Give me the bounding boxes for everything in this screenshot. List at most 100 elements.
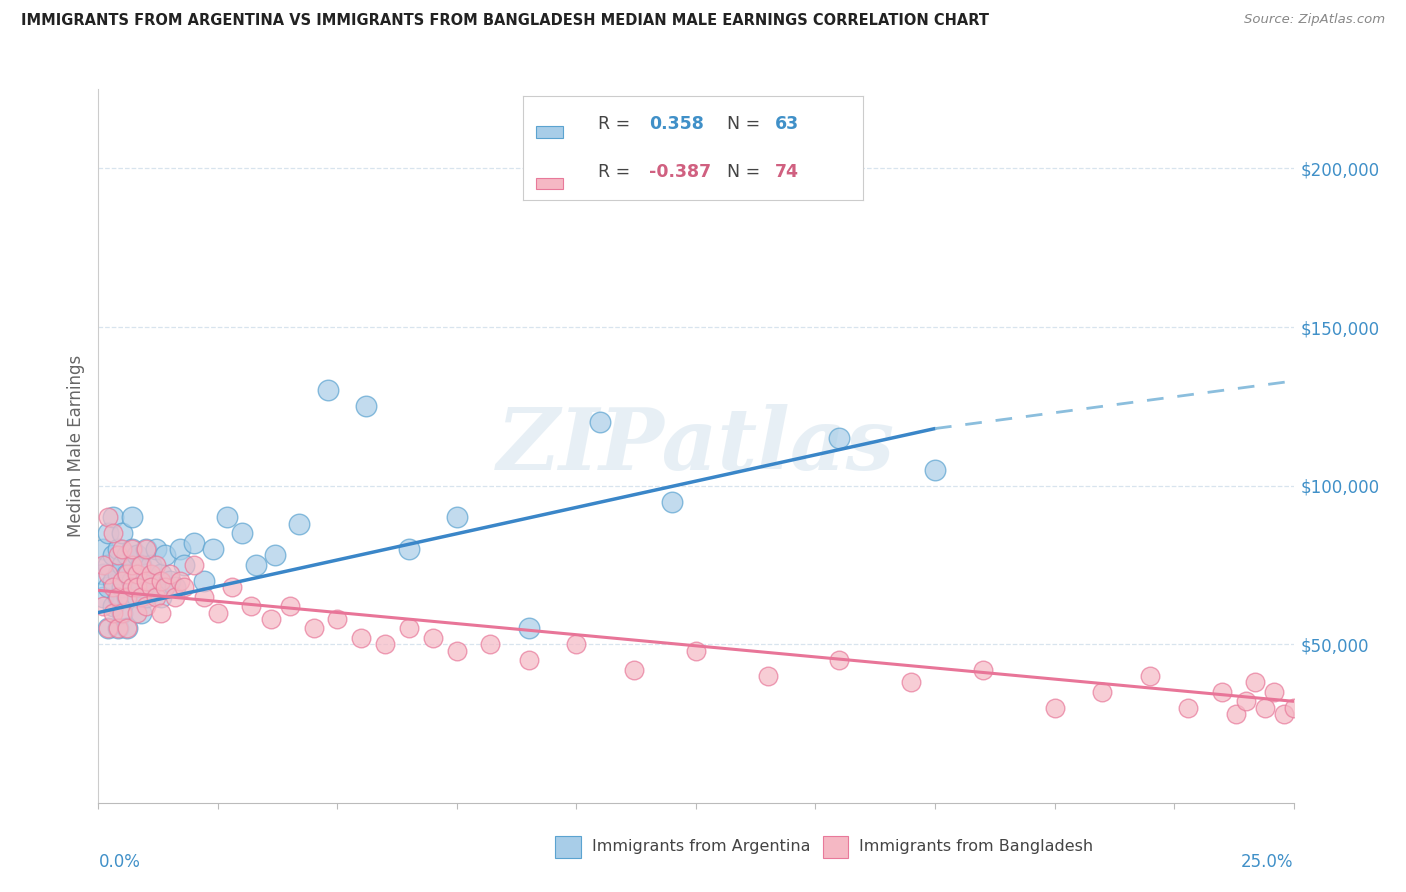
Point	[1234, 694, 1257, 708]
Point	[278, 599, 301, 614]
Point	[135, 542, 157, 557]
Point	[91, 558, 114, 572]
Point	[131, 558, 153, 572]
Point	[163, 580, 186, 594]
Point	[422, 631, 444, 645]
Point	[111, 606, 134, 620]
Point	[1272, 706, 1295, 721]
Point	[121, 542, 143, 557]
Point	[131, 606, 153, 620]
Point	[1139, 669, 1161, 683]
Point	[121, 580, 143, 594]
Point	[107, 590, 129, 604]
Point	[169, 542, 191, 557]
Point	[115, 590, 138, 604]
Point	[374, 637, 396, 651]
Point	[685, 643, 707, 657]
Point	[139, 574, 162, 588]
Point	[115, 590, 138, 604]
Point	[139, 558, 162, 572]
Point	[155, 549, 177, 563]
Point	[756, 669, 779, 683]
Point	[121, 510, 143, 524]
Point	[221, 580, 243, 594]
Point	[240, 599, 263, 614]
Bar	[823, 836, 848, 858]
Point	[1263, 685, 1285, 699]
Point	[131, 590, 153, 604]
Point	[91, 599, 114, 614]
Point	[125, 590, 148, 604]
Point	[101, 599, 124, 614]
Text: Immigrants from Argentina: Immigrants from Argentina	[592, 839, 810, 855]
Point	[97, 621, 120, 635]
Point	[107, 621, 129, 635]
Point	[149, 590, 172, 604]
Point	[111, 526, 134, 541]
Point	[121, 558, 143, 572]
Text: Source: ZipAtlas.com: Source: ZipAtlas.com	[1244, 13, 1385, 27]
Text: IMMIGRANTS FROM ARGENTINA VS IMMIGRANTS FROM BANGLADESH MEDIAN MALE EARNINGS COR: IMMIGRANTS FROM ARGENTINA VS IMMIGRANTS …	[21, 13, 988, 29]
Point	[97, 526, 120, 541]
Point	[828, 431, 851, 445]
Point	[661, 494, 683, 508]
Point	[828, 653, 851, 667]
Point	[97, 621, 120, 635]
Point	[115, 621, 138, 635]
Point	[107, 567, 129, 582]
Point	[169, 574, 191, 588]
Point	[125, 567, 148, 582]
Point	[97, 580, 120, 594]
Point	[183, 558, 205, 572]
Point	[149, 574, 172, 588]
Point	[145, 558, 167, 572]
Point	[101, 549, 124, 563]
Point	[350, 631, 373, 645]
Point	[131, 558, 153, 572]
Point	[1091, 685, 1114, 699]
Point	[479, 637, 502, 651]
Point	[107, 542, 129, 557]
Point	[101, 574, 124, 588]
Point	[121, 542, 143, 557]
Point	[101, 510, 124, 524]
Point	[446, 510, 468, 524]
Point	[125, 567, 148, 582]
Point	[159, 574, 181, 588]
Point	[1244, 675, 1267, 690]
Text: Immigrants from Bangladesh: Immigrants from Bangladesh	[859, 839, 1094, 855]
Point	[139, 580, 162, 594]
Bar	[555, 836, 581, 858]
Point	[111, 558, 134, 572]
Point	[101, 580, 124, 594]
Point	[589, 415, 612, 429]
Point	[517, 621, 540, 635]
Point	[107, 621, 129, 635]
Point	[145, 542, 167, 557]
Point	[217, 510, 239, 524]
Text: ZIPatlas: ZIPatlas	[496, 404, 896, 488]
Point	[163, 590, 186, 604]
Point	[193, 590, 215, 604]
Point	[135, 590, 157, 604]
Point	[264, 549, 287, 563]
Point	[101, 606, 124, 620]
Point	[259, 612, 281, 626]
Point	[111, 580, 134, 594]
Point	[623, 663, 645, 677]
Y-axis label: Median Male Earnings: Median Male Earnings	[66, 355, 84, 537]
Point	[1043, 700, 1066, 714]
Point	[398, 621, 420, 635]
Point	[972, 663, 994, 677]
Point	[245, 558, 267, 572]
Point	[115, 567, 138, 582]
Point	[111, 542, 134, 557]
Point	[115, 567, 138, 582]
Text: 25.0%: 25.0%	[1241, 853, 1294, 871]
Point	[173, 580, 195, 594]
Point	[1211, 685, 1233, 699]
Point	[202, 542, 225, 557]
Point	[107, 549, 129, 563]
Point	[97, 567, 120, 582]
Point	[1225, 706, 1247, 721]
